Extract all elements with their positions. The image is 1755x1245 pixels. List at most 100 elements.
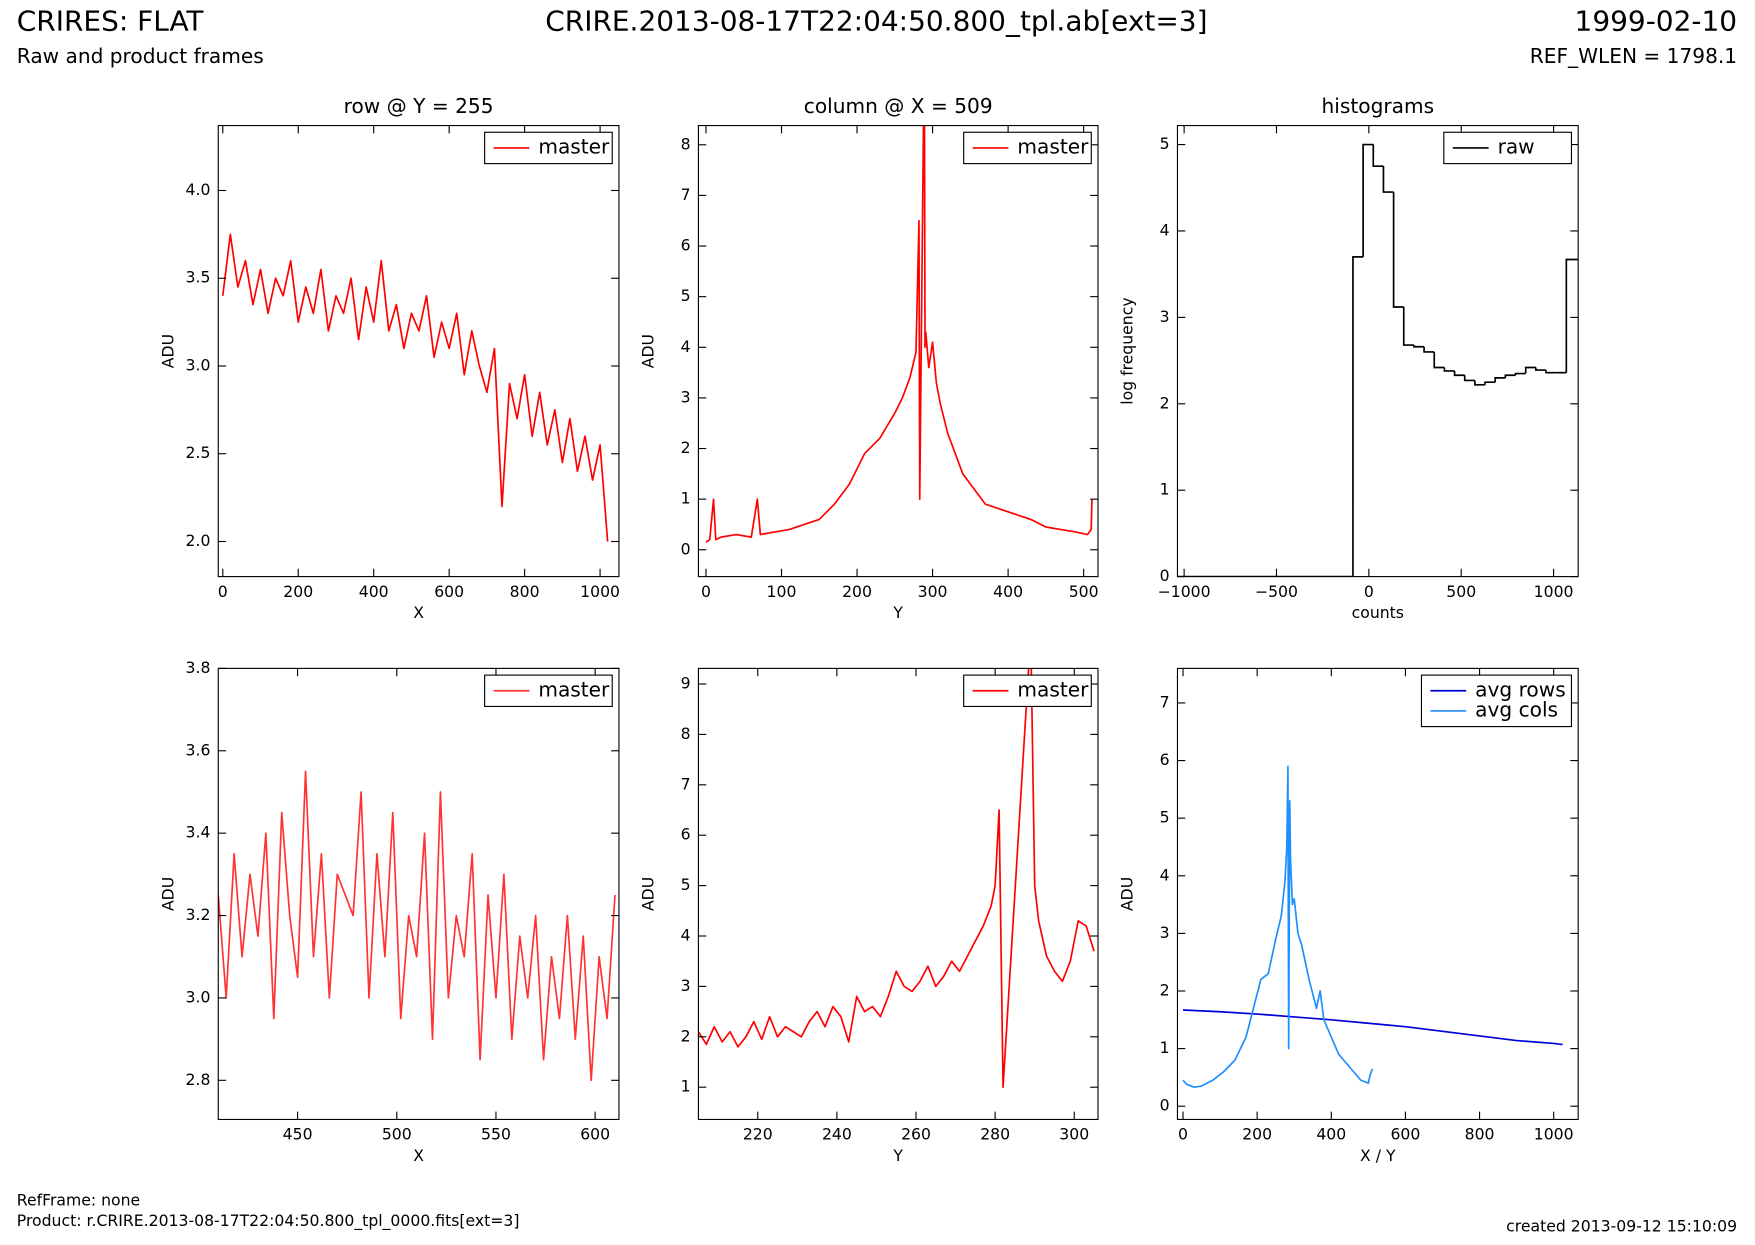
header-ref: REF_WLEN = 1798.1 bbox=[1530, 44, 1737, 68]
legend-label: avg cols bbox=[1475, 697, 1558, 721]
y-tick-label: 3 bbox=[1160, 307, 1170, 326]
x-tick-label: 220 bbox=[743, 1125, 773, 1144]
histogram-bin bbox=[1433, 351, 1445, 369]
y-tick-label: 4 bbox=[681, 926, 691, 945]
x-axis-label: Y bbox=[892, 603, 903, 622]
y-tick-label: 5 bbox=[1160, 808, 1170, 827]
x-tick-label: 600 bbox=[434, 582, 464, 601]
x-tick-label: 0 bbox=[1178, 1125, 1188, 1144]
x-axis-label: X bbox=[413, 603, 424, 622]
footer-created: created 2013-09-12 15:10:09 bbox=[1506, 1216, 1737, 1235]
data-line bbox=[698, 668, 1095, 1089]
x-tick-label: 1000 bbox=[1534, 582, 1574, 601]
data-line bbox=[1182, 765, 1374, 1089]
plot-area bbox=[1177, 143, 1579, 577]
y-tick-label: 2 bbox=[1160, 393, 1170, 412]
y-tick-label: 2.8 bbox=[186, 1070, 211, 1089]
x-tick-label: −500 bbox=[1255, 582, 1298, 601]
y-tick-label: 3.6 bbox=[186, 740, 211, 759]
y-tick-label: 2.5 bbox=[186, 443, 211, 462]
histogram-bin bbox=[1535, 367, 1547, 371]
legend-label: master bbox=[1017, 134, 1089, 158]
y-axis-label: log frequency bbox=[1118, 297, 1137, 404]
x-tick-label: 1000 bbox=[580, 582, 620, 601]
axes-frame bbox=[1176, 667, 1579, 1121]
histogram-bin bbox=[1372, 144, 1384, 168]
plot-area bbox=[218, 770, 616, 1082]
header-subtitle: Raw and product frames bbox=[17, 44, 264, 68]
y-axis-label: ADU bbox=[639, 877, 658, 911]
x-tick-label: 400 bbox=[1316, 1125, 1346, 1144]
legend-label: avg rows bbox=[1475, 677, 1566, 701]
histogram-bin bbox=[1362, 143, 1374, 257]
histogram-bin bbox=[1382, 166, 1394, 193]
histogram-bin bbox=[1402, 307, 1414, 346]
data-line bbox=[705, 125, 1093, 543]
x-tick-label: 1000 bbox=[1534, 1125, 1574, 1144]
x-tick-label: 600 bbox=[580, 1125, 610, 1144]
data-line bbox=[218, 770, 616, 1082]
legend-label: raw bbox=[1498, 134, 1535, 158]
x-tick-label: 100 bbox=[767, 582, 797, 601]
histogram-bin bbox=[1443, 367, 1455, 372]
y-axis-label: ADU bbox=[159, 877, 178, 911]
plot-area bbox=[698, 668, 1095, 1089]
x-tick-label: −1000 bbox=[1158, 582, 1211, 601]
x-tick-label: 300 bbox=[1059, 1125, 1089, 1144]
x-tick-label: 500 bbox=[1446, 582, 1476, 601]
panel-title: column @ X = 509 bbox=[804, 94, 993, 118]
y-tick-label: 3.0 bbox=[186, 987, 211, 1006]
axes-frame bbox=[1176, 124, 1579, 578]
x-tick-label: 500 bbox=[382, 1125, 412, 1144]
histogram-bin bbox=[1565, 258, 1579, 373]
y-tick-label: 0 bbox=[1160, 566, 1170, 585]
y-tick-label: 8 bbox=[681, 134, 691, 153]
y-tick-label: 3 bbox=[681, 976, 691, 995]
y-tick-label: 4.0 bbox=[186, 180, 211, 199]
data-line bbox=[1182, 1009, 1563, 1046]
y-tick-label: 7 bbox=[681, 774, 691, 793]
histogram-bin bbox=[1453, 370, 1465, 377]
y-tick-label: 3.8 bbox=[186, 658, 211, 677]
histogram-bin bbox=[1474, 380, 1486, 386]
y-tick-label: 2 bbox=[681, 438, 691, 457]
y-tick-label: 6 bbox=[681, 236, 691, 255]
axes-frame bbox=[697, 124, 1099, 578]
histogram-bin bbox=[1392, 192, 1404, 308]
y-tick-label: 8 bbox=[681, 724, 691, 743]
panel-title: histograms bbox=[1322, 94, 1435, 118]
header-right: 1999-02-10 bbox=[1575, 5, 1738, 38]
y-tick-label: 5 bbox=[681, 875, 691, 894]
header-center: CRIRE.2013-08-17T22:04:50.800_tpl.ab[ext… bbox=[545, 5, 1207, 38]
x-axis-label: X bbox=[413, 1146, 424, 1165]
histogram-bin bbox=[1484, 381, 1496, 385]
legend-label: master bbox=[1017, 677, 1089, 701]
x-tick-label: 800 bbox=[510, 582, 540, 601]
footer-ref-frame: RefFrame: none bbox=[17, 1191, 140, 1210]
panel-title: row @ Y = 255 bbox=[344, 94, 494, 118]
histogram-bin bbox=[1352, 256, 1364, 577]
x-tick-label: 300 bbox=[918, 582, 948, 601]
y-tick-label: 1 bbox=[681, 489, 691, 508]
y-tick-label: 2 bbox=[1160, 980, 1170, 999]
y-tick-label: 3 bbox=[1160, 923, 1170, 942]
histogram-bin bbox=[1524, 366, 1536, 374]
axes-frame bbox=[217, 667, 620, 1121]
y-tick-label: 5 bbox=[1160, 134, 1170, 153]
y-axis-label: ADU bbox=[159, 334, 178, 368]
x-tick-label: 600 bbox=[1390, 1125, 1420, 1144]
x-tick-label: 0 bbox=[1364, 582, 1374, 601]
y-tick-label: 3.4 bbox=[186, 823, 211, 842]
y-tick-label: 3.5 bbox=[186, 268, 211, 287]
axes-frame bbox=[217, 124, 620, 578]
y-axis-label: ADU bbox=[639, 334, 658, 368]
y-tick-label: 0 bbox=[1160, 1096, 1170, 1115]
x-tick-label: 450 bbox=[283, 1125, 313, 1144]
y-tick-label: 3.2 bbox=[186, 905, 211, 924]
axes-frame bbox=[697, 667, 1099, 1121]
histogram-bin bbox=[1545, 370, 1557, 374]
y-tick-label: 3 bbox=[681, 387, 691, 406]
y-tick-label: 2 bbox=[681, 1026, 691, 1045]
x-tick-label: 0 bbox=[218, 582, 228, 601]
